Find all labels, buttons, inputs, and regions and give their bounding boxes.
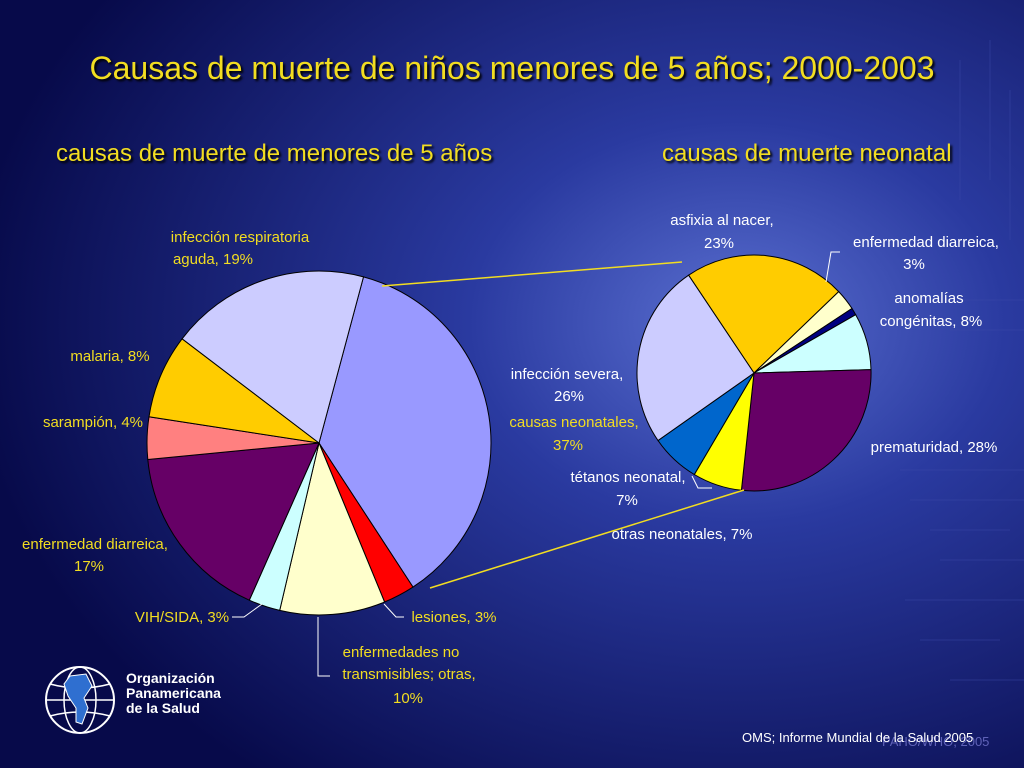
- label-respiratoria-1: infección respiratoria: [171, 229, 310, 246]
- label-diarreica-neonatal-2: 3%: [903, 256, 925, 273]
- label-diarreica-neonatal-1: enfermedad diarreica,: [853, 234, 999, 251]
- label-diarreica-1: enfermedad diarreica,: [22, 536, 168, 553]
- pie-under-five: [146, 270, 492, 616]
- watermark: PAHO/WHO, 2005: [882, 734, 990, 749]
- pie-neonatal: [636, 254, 872, 492]
- label-anomalias-2: congénitas, 8%: [880, 313, 983, 330]
- label-malaria: malaria, 8%: [70, 348, 149, 365]
- leader-vih: [232, 603, 263, 618]
- slide-title: Causas de muerte de niños menores de 5 a…: [89, 50, 935, 86]
- source-note: OMS; Informe Mundial de la Salud 2005: [742, 730, 974, 745]
- pie-left-slice-0: [318, 276, 492, 588]
- paho-logo-text: Organización Panamericana de la Salud: [126, 671, 221, 716]
- paho-globe-logo: [45, 666, 115, 734]
- pie-right-slice-0: [687, 254, 840, 374]
- label-sarampion: sarampión, 4%: [43, 414, 143, 431]
- connector-line-top: [381, 261, 683, 287]
- leader-tetanos: [691, 475, 712, 489]
- label-asfixia-1: asfixia al nacer,: [670, 212, 773, 229]
- logo-line-1: Organización: [126, 670, 215, 686]
- label-infeccion-1: infección severa,: [511, 366, 624, 383]
- leader-lesiones: [383, 603, 404, 618]
- logo-line-2: Panamericana: [126, 685, 221, 701]
- label-tetanos-1: tétanos neonatal,: [570, 469, 685, 486]
- label-otras-neonatales: otras neonatales, 7%: [612, 526, 753, 543]
- pie-right-slice-4: [740, 369, 872, 492]
- pie-left-slice-2: [279, 441, 386, 616]
- label-anomalias-1: anomalías: [894, 290, 963, 307]
- label-diarreica-2: 17%: [74, 558, 104, 575]
- connector-line-bottom: [429, 489, 745, 589]
- logo-line-3: de la Salud: [126, 700, 200, 716]
- right-chart-title: causas de muerte neonatal: [662, 140, 952, 167]
- leader-enfermedades: [317, 617, 330, 677]
- label-infeccion-2: 26%: [554, 388, 584, 405]
- label-neonatales-1: causas neonatales,: [509, 414, 638, 431]
- label-enfermedades-1: enfermedades no: [343, 644, 460, 661]
- left-chart-title: causas de muerte de menores de 5 años: [56, 140, 493, 167]
- label-lesiones: lesiones, 3%: [411, 609, 496, 626]
- pie-left-slice-4: [147, 442, 320, 601]
- label-tetanos-2: 7%: [616, 492, 638, 509]
- label-enfermedades-2: transmisibles; otras,: [342, 666, 475, 683]
- label-asfixia-2: 23%: [704, 235, 734, 252]
- label-vih: VIH/SIDA, 3%: [135, 609, 229, 626]
- pie-right-slice-7: [636, 274, 755, 442]
- label-neonatales-2: 37%: [553, 437, 583, 454]
- label-enfermedades-3: 10%: [393, 690, 423, 707]
- label-respiratoria-2: aguda, 19%: [173, 251, 253, 268]
- label-prematuridad: prematuridad, 28%: [871, 439, 998, 456]
- leader-diarrea-neonatal: [825, 251, 840, 283]
- pie-left-slice-7: [181, 270, 365, 444]
